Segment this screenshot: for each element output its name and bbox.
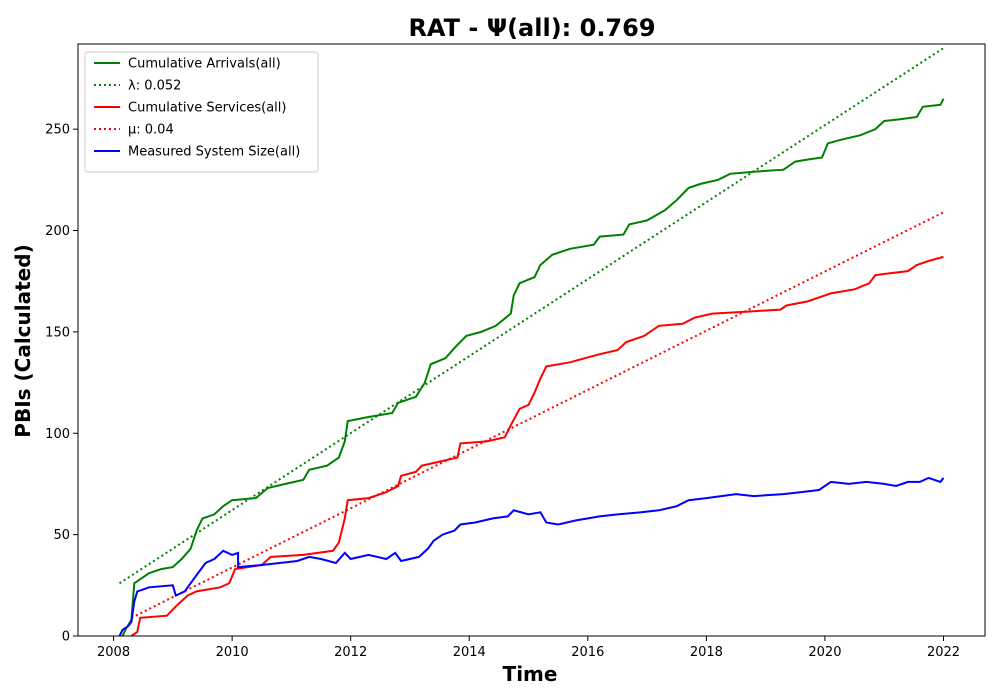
series-line-measured-system-size-all xyxy=(120,478,944,636)
y-tick-label: 150 xyxy=(45,325,70,340)
y-tick-label: 250 xyxy=(45,123,70,138)
x-axis-title: Time xyxy=(503,662,558,686)
y-tick-label: 200 xyxy=(45,224,70,239)
legend-label-measured-system-size-all: Measured System Size(all) xyxy=(128,145,300,160)
x-tick-label: 2016 xyxy=(571,645,604,660)
legend-label-cumulative-services-all: Cumulative Services(all) xyxy=(128,101,286,116)
x-tick-label: 2008 xyxy=(97,645,130,660)
legend-label-0-04: μ: 0.04 xyxy=(128,123,174,138)
x-tick-label: 2022 xyxy=(927,645,960,660)
y-tick-label: 100 xyxy=(45,427,70,442)
legend-label-cumulative-arrivals-all: Cumulative Arrivals(all) xyxy=(128,57,281,72)
x-tick-label: 2012 xyxy=(334,645,367,660)
x-tick-label: 2018 xyxy=(690,645,723,660)
series-line-cumulative-arrivals-all xyxy=(123,99,944,636)
legend-label-0-052: λ: 0.052 xyxy=(128,79,181,94)
y-axis-title: PBIs (Calculated) xyxy=(11,244,35,437)
y-tick-label: 0 xyxy=(62,630,70,645)
x-tick-label: 2014 xyxy=(453,645,486,660)
chart-title: RAT - Ψ(all): 0.769 xyxy=(408,14,655,42)
series-line-cumulative-services-all xyxy=(131,257,943,636)
y-tick-label: 50 xyxy=(53,528,70,543)
x-tick-label: 2020 xyxy=(808,645,841,660)
x-tick-label: 2010 xyxy=(216,645,249,660)
legend: Cumulative Arrivals(all) λ: 0.052 Cumulati… xyxy=(85,52,318,172)
